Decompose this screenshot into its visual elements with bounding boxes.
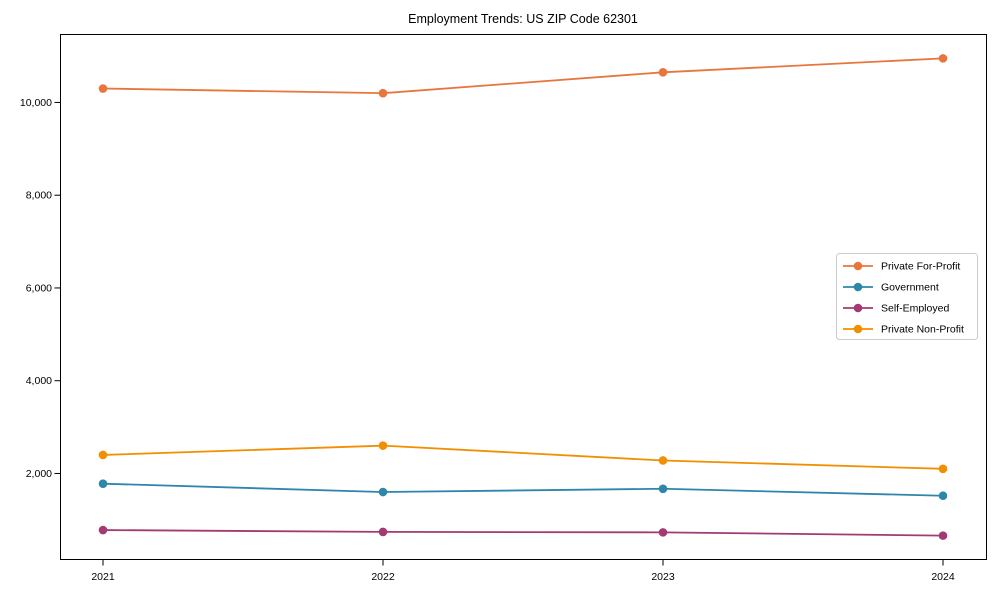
legend-marker-icon [853,282,863,292]
axes: 2,000 4,000 6,000 8,000 10,000 2021 2022 2023 20… [20,97,955,583]
series-line-private-for-profit [102,57,944,95]
data-point-marker-private-for-profit [98,84,108,93]
legend-label: Private For-Profit [881,261,960,273]
data-point-marker-self-employed [658,528,668,537]
y-axis-tick-label: 2,000 [26,468,52,480]
data-point-marker-self-employed [378,527,388,537]
legend-label: Government [881,282,939,294]
legend-box [836,253,978,340]
data-point-marker-private-for-profit [658,67,668,77]
legend: Private For-Profit Government Self-Employe… [836,253,978,340]
x-axis-tick-label: 2021 [91,571,115,583]
legend-label: Self-Employed [881,303,949,315]
data-point-marker-private-for-profit [938,54,948,63]
data-point-marker-self-employed [98,525,108,535]
y-axis-tick-label: 4,000 [26,375,52,387]
legend-marker-icon [853,261,863,271]
y-axis-tick-label: 6,000 [26,282,52,294]
plot-border [60,34,987,560]
chart-title: Employment Trends: US ZIP Code 62301 [408,12,638,26]
data-point-marker-private-for-profit [378,88,388,98]
data-point-marker-private-non-profit [98,450,108,460]
data-point-marker-private-non-profit [378,441,388,450]
data-point-marker-government [658,484,668,494]
y-axis-tick-label: 10,000 [20,97,52,109]
series-layer [98,54,948,540]
series-line-private-non-profit [102,444,944,470]
x-axis-tick-label: 2022 [371,571,395,583]
legend-label: Private Non-Profit [881,324,964,336]
x-axis-tick-label: 2024 [931,571,955,583]
series-line-self-employed [102,529,944,537]
data-point-marker-government [938,491,948,501]
y-axis-tick-label: 8,000 [26,190,52,202]
x-axis-tick-label: 2023 [651,571,675,583]
data-point-marker-private-non-profit [938,464,948,474]
data-point-marker-private-non-profit [658,456,668,465]
data-point-marker-self-employed [938,531,948,540]
legend-marker-icon [853,324,863,334]
legend-marker-icon [853,303,863,313]
series-line-government [102,482,944,497]
data-point-marker-government [98,479,108,488]
data-point-marker-government [378,487,388,497]
